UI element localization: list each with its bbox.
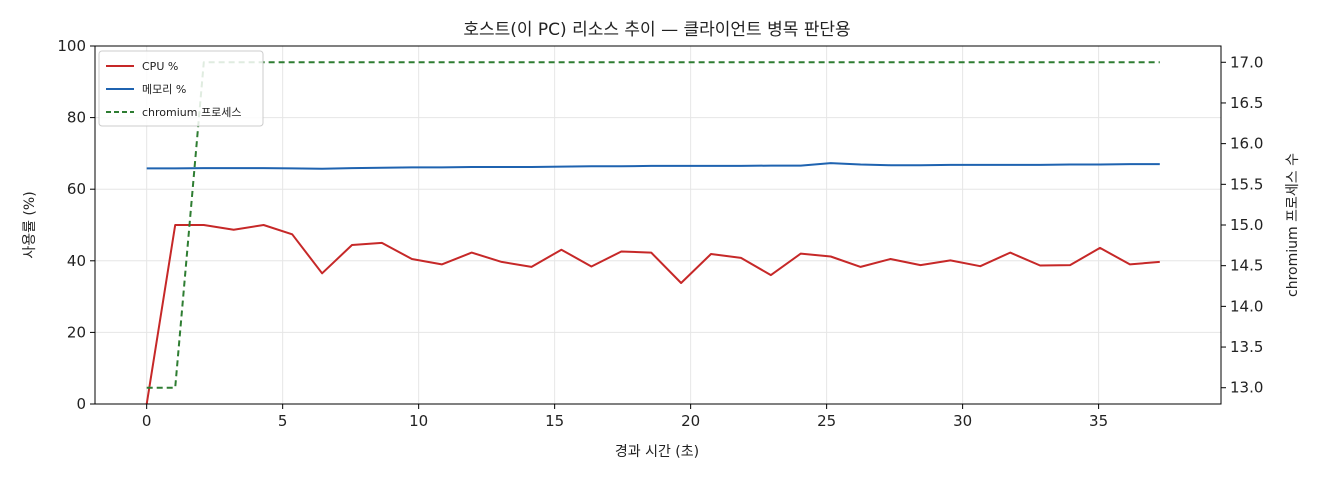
y2-tick-label: 13.0 [1230,379,1263,397]
y-axis-label: 사용률 (%) [22,191,38,258]
x-tick-label: 20 [681,412,700,430]
series-line-memory [146,162,1160,170]
y2-tick-label: 16.5 [1230,94,1263,112]
y-tick-label: 80 [67,109,86,127]
x-tick-label: 25 [817,412,836,430]
series-line-chromium-process [146,61,1160,389]
y-tick-label: 100 [57,37,86,55]
y2-axis-label: chromium 프로세스 수 [1285,153,1301,297]
series-line-cpu [145,224,1160,405]
y2-tick-label: 15.5 [1230,175,1263,193]
chart-title: 호스트(이 PC) 리소스 추이 — 클라이언트 병목 판단용 [463,20,850,40]
x-tick-label: 5 [278,412,288,430]
axes: 0 5 10 15 20 25 30 35 0 20 40 60 80 100 13.0 13.5 14.0 14… [57,37,1263,430]
legend-box [98,50,264,127]
y-tick-label: 40 [67,252,86,270]
y-tick-label: 60 [67,180,86,198]
y2-tick-label: 14.0 [1230,297,1263,315]
y-tick-label: 0 [76,395,86,413]
y2-tick-label: 13.5 [1230,338,1263,356]
y-tick-label: 20 [67,323,86,341]
x-tick-label: 30 [953,412,972,430]
legend-label: chromium 프로세스 [142,106,241,119]
legend-label: 메모리 % [142,83,186,96]
x-tick-label: 35 [1089,412,1108,430]
x-tick-label: 15 [545,412,564,430]
x-tick-label: 10 [409,412,428,430]
y2-tick-label: 14.5 [1230,257,1263,275]
x-tick-label: 0 [142,412,152,430]
legend-label: CPU % [142,60,178,73]
y2-tick-label: 16.0 [1230,135,1263,153]
y2-tick-label: 15.0 [1230,216,1263,234]
y2-tick-label: 17.0 [1230,53,1263,71]
series-layer [145,61,1160,405]
x-axis-label: 경과 시간 (초) [615,444,699,460]
legend: CPU % 메모리 % chromium 프로세스 [98,50,264,127]
